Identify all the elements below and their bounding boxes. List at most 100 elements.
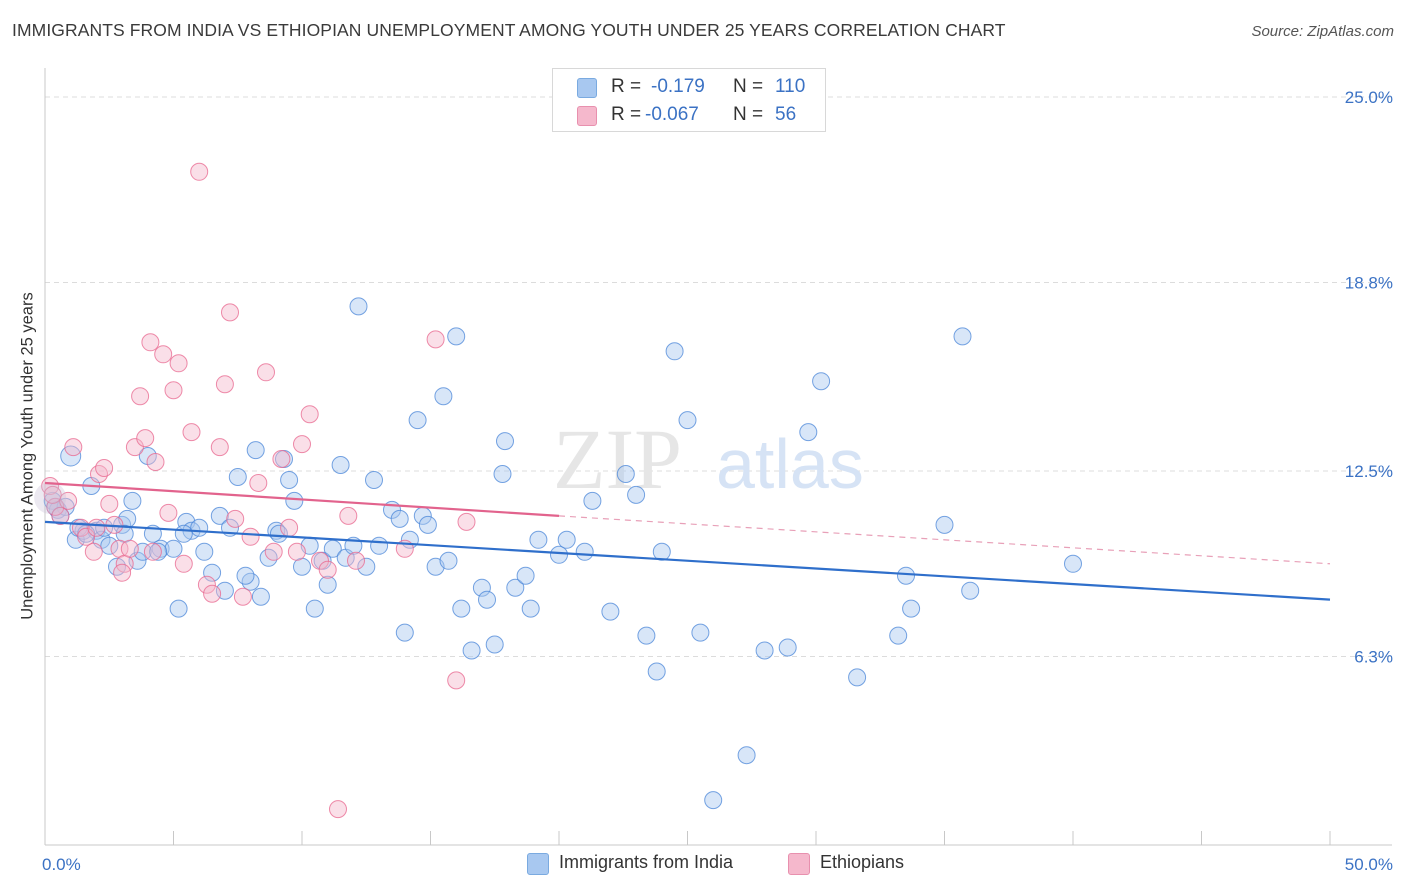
point-india [390, 509, 409, 528]
point-india [251, 587, 270, 606]
point-india [778, 638, 797, 657]
point-ethiopians [347, 551, 365, 570]
point-ethiopians [120, 539, 139, 558]
point-india [557, 530, 576, 549]
watermark: ZIP atlas [553, 411, 864, 507]
y-tick-label: 18.8% [1345, 274, 1393, 293]
point-ethiopians [457, 512, 476, 531]
point-india [123, 491, 142, 510]
point-ethiopians [318, 560, 337, 579]
legend-box: R = -0.179 N = 110 R = -0.067 N = 56 [552, 68, 826, 132]
point-ethiopians [197, 575, 216, 594]
point-ethiopians [43, 485, 62, 504]
point-india [236, 566, 255, 585]
point-india [506, 578, 525, 597]
point-ethiopians [100, 494, 119, 513]
point-india [902, 599, 921, 618]
point-ethiopians [77, 527, 96, 546]
bottom-swatch-ethiopians [788, 853, 810, 875]
source-label: Source: ZipAtlas.com [1251, 23, 1394, 40]
point-ethiopians [51, 506, 70, 525]
point-india [203, 563, 222, 582]
legend-row-ethiopians: R = -0.067 N = 56 [553, 101, 825, 129]
point-ethiopians [339, 506, 358, 525]
y-tick-label: 25.0% [1345, 88, 1393, 107]
point-india [637, 626, 656, 645]
trend-line-ethiopians [44, 481, 560, 517]
point-ethiopians [329, 800, 347, 819]
point-india [452, 599, 471, 618]
point-india [66, 530, 85, 549]
bottom-legend-label-ethiopians: Ethiopians [820, 852, 905, 872]
legend-r-label: R = [611, 76, 642, 97]
point-ethiopians [426, 330, 445, 349]
point-ethiopians [164, 381, 183, 400]
point-india [478, 590, 496, 609]
point-india [812, 372, 831, 391]
point-india [472, 578, 491, 597]
point-ethiopians [249, 474, 268, 492]
point-india [462, 641, 481, 660]
legend-r-value: -0.067 [645, 104, 699, 125]
point-india [164, 539, 183, 558]
point-india [357, 557, 376, 576]
point-india [285, 491, 304, 510]
point-ethiopians [182, 423, 201, 442]
point-india [365, 471, 383, 489]
point-india [665, 342, 684, 361]
point-india [529, 530, 548, 549]
point-india [521, 599, 540, 618]
point-ethiopians [300, 405, 319, 424]
data-points [34, 162, 1082, 819]
point-ethiopians [447, 671, 466, 690]
point-ethiopians [215, 375, 234, 394]
point-ethiopians [257, 363, 275, 382]
point-ethiopians [146, 453, 165, 471]
point-india [755, 641, 774, 660]
legend-n-label: N = [733, 104, 764, 125]
point-india [149, 542, 168, 561]
point-india [195, 542, 214, 561]
point-ethiopians [287, 542, 306, 561]
point-india [241, 572, 260, 591]
point-india [953, 327, 972, 346]
bottom-legend-label-india: Immigrants from India [559, 852, 734, 872]
point-ethiopians [131, 387, 150, 406]
legend-n-label: N = [733, 76, 764, 97]
point-india [370, 536, 389, 555]
point-india [575, 542, 594, 561]
point-ethiopians [154, 345, 173, 364]
point-india [434, 387, 453, 406]
point-india [516, 566, 535, 585]
point-india [691, 623, 710, 642]
point-ethiopians [169, 354, 188, 373]
point-ethiopians [95, 459, 114, 477]
point-ethiopians [272, 450, 291, 468]
point-ethiopians [87, 518, 106, 537]
point-india [95, 518, 114, 537]
legend-r-label: R = [611, 104, 642, 125]
y-tick-label: 6.3% [1354, 648, 1393, 667]
point-india [550, 545, 568, 564]
point-india [961, 581, 980, 600]
point-india [349, 297, 368, 316]
point-india [228, 468, 247, 486]
trend-line-ethiopians-extrapolated [558, 515, 1331, 565]
bottom-swatch-india [527, 853, 549, 875]
legend-swatch-ethiopians [577, 106, 597, 126]
legend-n-value: 56 [775, 104, 797, 125]
point-ethiopians [210, 438, 229, 457]
legend-r-value: -0.179 [651, 76, 705, 97]
point-ethiopians [226, 509, 245, 528]
point-india [848, 668, 867, 687]
axes [44, 68, 1392, 846]
point-india [246, 441, 265, 460]
point-ethiopians [159, 503, 178, 522]
point-india [305, 599, 324, 618]
point-india [331, 456, 350, 474]
x-tick-label: 0.0% [42, 855, 81, 874]
trend-line-india [44, 520, 1331, 601]
watermark-atlas: atlas [716, 425, 864, 503]
point-ethiopians [293, 435, 311, 454]
x-tick-label: 50.0% [1345, 855, 1393, 874]
